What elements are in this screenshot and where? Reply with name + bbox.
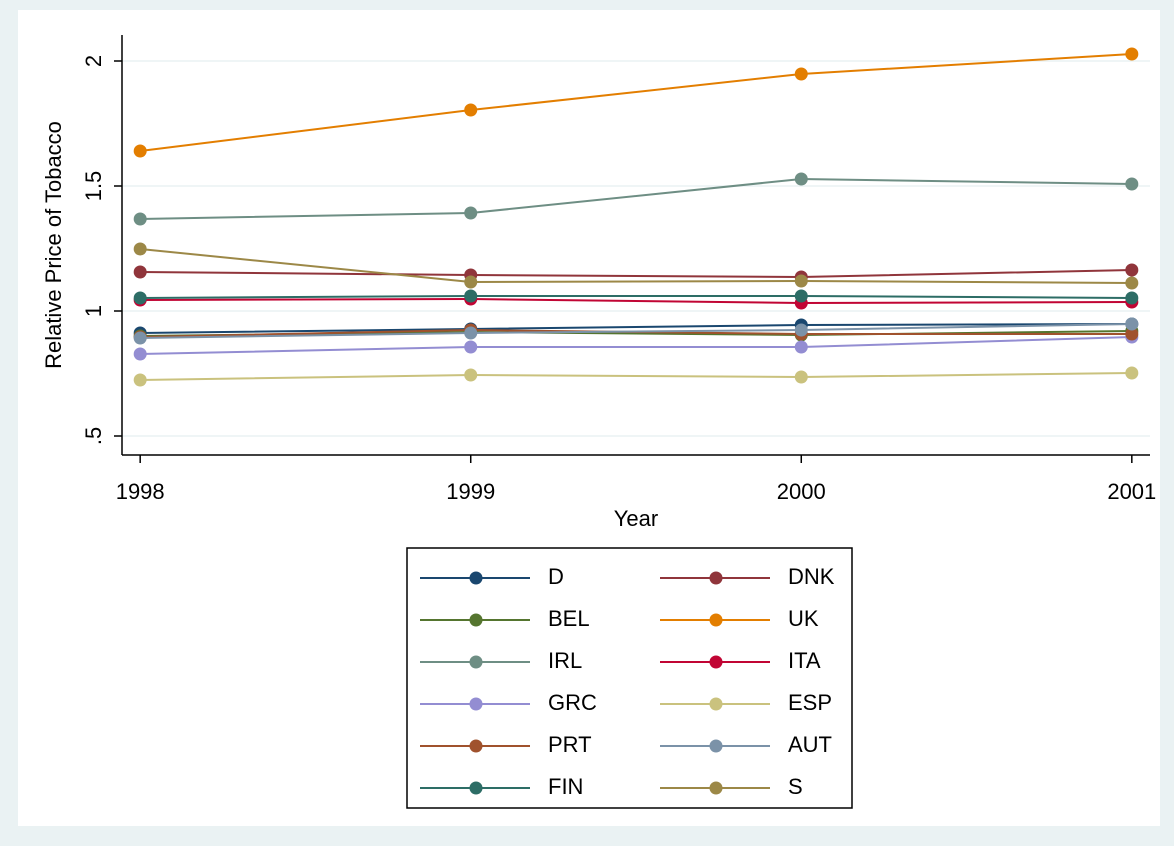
series-line (140, 295, 1132, 299)
y-axis-title: Relative Price of Tobacco (41, 121, 66, 369)
legend-marker (469, 655, 483, 669)
point (133, 331, 147, 345)
point (1125, 317, 1139, 331)
point (1125, 47, 1139, 61)
legend-label: GRC (548, 690, 597, 715)
legend-label: D (548, 564, 564, 589)
legend-marker (709, 697, 723, 711)
x-tick-label: 2000 (777, 479, 826, 504)
series-line (140, 323, 1132, 339)
y-tick-label: 2 (81, 55, 106, 67)
legend-marker (709, 739, 723, 753)
x-tick-label: 1998 (116, 479, 165, 504)
point (133, 291, 147, 305)
legend-marker (709, 655, 723, 669)
point (133, 212, 147, 226)
series-line (140, 53, 1132, 152)
x-tick-label: 2001 (1107, 479, 1156, 504)
legend-marker (469, 697, 483, 711)
point (1125, 366, 1139, 380)
point (464, 289, 478, 303)
series-line (140, 323, 1132, 334)
legend-marker (709, 613, 723, 627)
legend-box (406, 547, 853, 809)
x-axis-title: Year (614, 506, 658, 531)
point (464, 206, 478, 220)
legend-label: PRT (548, 732, 592, 757)
series-line (140, 372, 1132, 381)
legend-label: AUT (788, 732, 832, 757)
x-tick-label: 1999 (446, 479, 495, 504)
series-line (140, 177, 1132, 220)
point (133, 373, 147, 387)
point (464, 275, 478, 289)
legend-marker (469, 739, 483, 753)
point (464, 368, 478, 382)
legend-label: DNK (788, 564, 835, 589)
legend-label: UK (788, 606, 819, 631)
series-line (140, 336, 1132, 355)
point (1125, 327, 1139, 341)
point (133, 242, 147, 256)
point (1125, 177, 1139, 191)
legend-label: IRL (548, 648, 582, 673)
point (464, 326, 478, 340)
legend-label: ITA (788, 648, 821, 673)
point (794, 323, 808, 337)
series-line (140, 269, 1132, 279)
point (794, 67, 808, 81)
point (794, 274, 808, 288)
y-tick-label: 1.5 (81, 171, 106, 202)
point (133, 347, 147, 361)
point (1125, 263, 1139, 277)
legend-label: FIN (548, 774, 583, 799)
legend-marker (709, 571, 723, 585)
point (133, 265, 147, 279)
legend-label: ESP (788, 690, 832, 715)
point (1125, 291, 1139, 305)
point (794, 340, 808, 354)
series-line (140, 248, 1132, 284)
y-tick-label: .5 (81, 427, 106, 445)
y-tick-label: 1 (81, 305, 106, 317)
legend-marker (469, 613, 483, 627)
legend-label: BEL (548, 606, 590, 631)
legend-label: S (788, 774, 803, 799)
point (794, 172, 808, 186)
legend-marker (709, 781, 723, 795)
point (464, 340, 478, 354)
legend-marker (469, 571, 483, 585)
series-line (140, 297, 1132, 305)
point (133, 144, 147, 158)
point (794, 289, 808, 303)
legend-marker (469, 781, 483, 795)
point (1125, 276, 1139, 290)
point (794, 370, 808, 384)
point (464, 103, 478, 117)
